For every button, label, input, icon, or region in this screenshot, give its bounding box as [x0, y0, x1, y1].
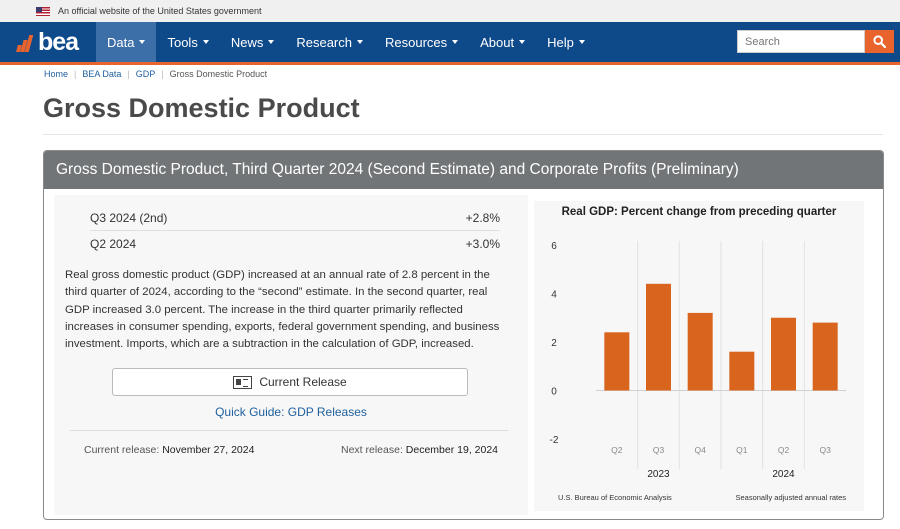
- chevron-down-icon: [268, 40, 275, 44]
- newspaper-icon: [233, 375, 253, 389]
- quick-guide-link[interactable]: Quick Guide: GDP Releases: [215, 405, 367, 419]
- x-tick-label: Q3: [819, 445, 831, 455]
- nav-tools[interactable]: Tools: [156, 22, 219, 62]
- current-release-date-label: Current release:: [84, 444, 160, 456]
- stat-value: +2.8%: [465, 210, 500, 225]
- stat-label: Q2 2024: [90, 237, 137, 251]
- breadcrumb-separator: |: [161, 69, 164, 79]
- breadcrumb-home[interactable]: Home: [44, 69, 69, 79]
- nav-research[interactable]: Research: [285, 22, 374, 62]
- nav-label: Data: [107, 34, 135, 50]
- us-flag-icon: [36, 6, 50, 16]
- dates-divider: [70, 430, 508, 431]
- breadcrumb-separator: |: [74, 69, 77, 79]
- release-summary: Q3 2024 (2nd) +2.8% Q2 2024 +3.0% Real g…: [54, 195, 528, 515]
- page-title: Gross Domestic Product: [43, 93, 360, 123]
- chart-rate-note: Seasonally adjusted annual rates: [736, 493, 847, 502]
- x-tick-label: Q1: [736, 445, 748, 455]
- next-release-date: Next release: December 19, 2024: [341, 444, 498, 456]
- nav-label: News: [230, 34, 264, 50]
- chart-title: Real GDP: Percent change from preceding …: [562, 206, 837, 218]
- stat-row: Q2 2024 +3.0%: [90, 231, 500, 257]
- bea-logo-icon: [16, 32, 36, 52]
- y-tick-label: 6: [551, 241, 557, 252]
- chevron-down-icon: [356, 40, 363, 44]
- stat-label: Q3 2024 (2nd): [90, 210, 168, 225]
- gov-banner: An official website of the United States…: [0, 0, 900, 22]
- nav-label: About: [480, 34, 515, 50]
- bar: [687, 312, 713, 391]
- search-button[interactable]: [865, 30, 894, 53]
- bar: [646, 283, 671, 391]
- nav-help[interactable]: Help: [536, 22, 596, 62]
- chevron-down-icon: [452, 40, 459, 44]
- nav-news[interactable]: News: [220, 22, 286, 62]
- search-icon: [873, 35, 886, 48]
- year-group-label: 2023: [647, 469, 670, 480]
- logo-text: bea: [38, 27, 79, 56]
- panel-title: Gross Domestic Product, Third Quarter 20…: [44, 151, 883, 189]
- gdp-chart: Real GDP: Percent change from preceding …: [534, 201, 864, 511]
- chevron-down-icon: [202, 40, 209, 44]
- y-tick-label: 0: [551, 387, 557, 398]
- title-divider: [43, 134, 883, 135]
- chevron-down-icon: [139, 40, 146, 44]
- current-release-date-value: November 27, 2024: [162, 444, 255, 456]
- nav-label: Help: [547, 34, 574, 50]
- stat-row: Q3 2024 (2nd) +2.8%: [90, 205, 500, 231]
- bar: [604, 332, 630, 391]
- bar: [729, 351, 755, 391]
- nav-resources[interactable]: Resources: [374, 22, 469, 62]
- gdp-chart-svg: Real GDP: Percent change from preceding …: [534, 201, 864, 511]
- nav-label: Resources: [384, 34, 448, 50]
- year-group-label: 2024: [772, 469, 795, 480]
- search-input[interactable]: [737, 30, 865, 53]
- x-tick-label: Q4: [694, 445, 706, 455]
- y-tick-label: -2: [550, 435, 559, 446]
- gov-banner-text: An official website of the United States…: [58, 6, 262, 16]
- summary-text: Real gross domestic product (GDP) increa…: [65, 269, 500, 351]
- bar: [812, 322, 838, 391]
- current-release-label: Current Release: [259, 375, 347, 389]
- breadcrumb-bea-data[interactable]: BEA Data: [82, 69, 122, 79]
- breadcrumb: Home | BEA Data | GDP | Gross Domestic P…: [44, 69, 267, 79]
- nav-label: Research: [296, 34, 352, 50]
- chart-source-note: U.S. Bureau of Economic Analysis: [558, 493, 672, 502]
- next-release-date-label: Next release:: [341, 444, 403, 456]
- nav-about[interactable]: About: [469, 22, 536, 62]
- next-release-date-value: December 19, 2024: [405, 444, 499, 456]
- y-tick-label: 4: [551, 290, 557, 301]
- bea-logo[interactable]: bea: [0, 22, 96, 62]
- nav-label: Tools: [167, 34, 198, 50]
- current-release-button[interactable]: Current Release: [112, 368, 468, 396]
- bar: [771, 317, 796, 391]
- breadcrumb-gdp[interactable]: GDP: [135, 69, 156, 79]
- x-tick-label: Q2: [778, 445, 790, 455]
- main-navbar: bea Data Tools News Research Resources A…: [0, 22, 900, 65]
- breadcrumb-current: Gross Domestic Product: [169, 69, 268, 79]
- breadcrumb-separator: |: [127, 69, 130, 79]
- y-tick-label: 2: [551, 338, 557, 349]
- nav-data[interactable]: Data: [96, 22, 157, 62]
- x-tick-label: Q3: [653, 445, 665, 455]
- stat-value: +3.0%: [465, 237, 500, 251]
- current-release-date: Current release: November 27, 2024: [84, 444, 254, 456]
- release-panel: Gross Domestic Product, Third Quarter 20…: [43, 150, 884, 520]
- x-tick-label: Q2: [611, 445, 623, 455]
- chevron-down-icon: [519, 40, 526, 44]
- chevron-down-icon: [578, 40, 585, 44]
